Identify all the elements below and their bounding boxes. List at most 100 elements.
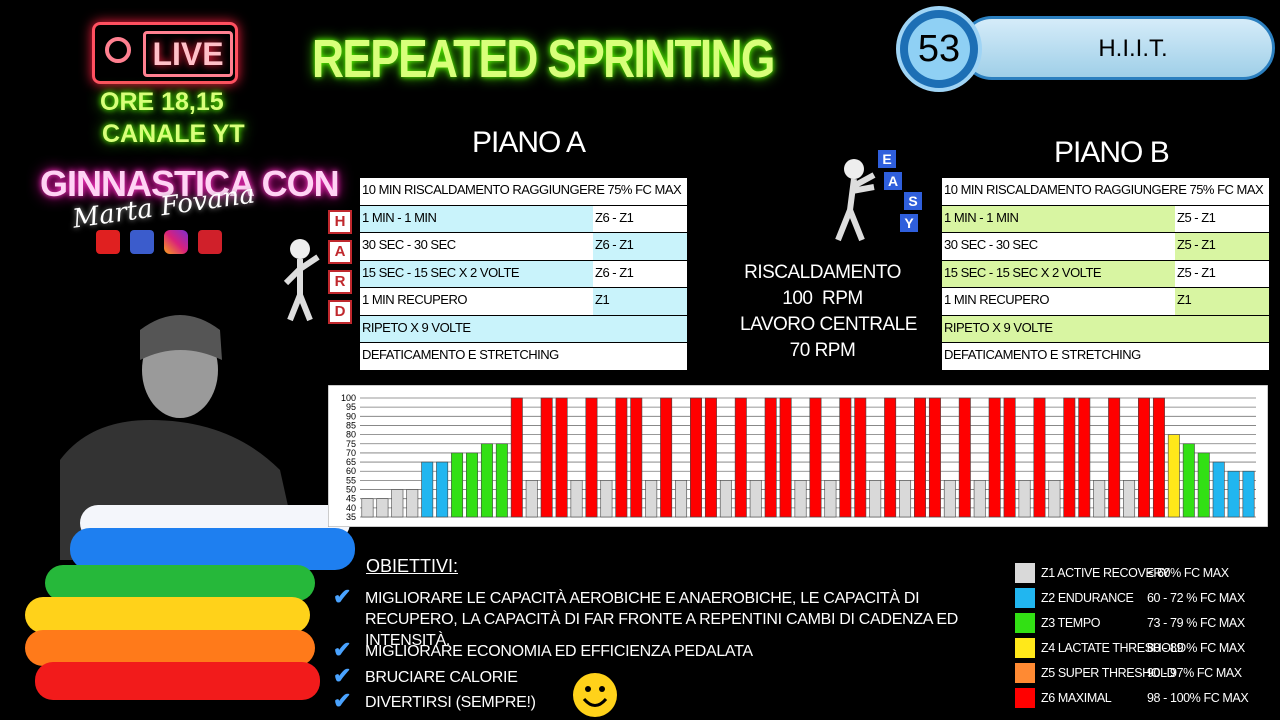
check-icon: ✔ [333,663,352,688]
bar [734,397,747,518]
youtube-icon[interactable] [96,230,120,254]
plan-row: 1 MIN - 1 MIN Z5 - Z1 [942,205,1269,233]
instagram-icon[interactable] [164,230,188,254]
cadence-line: RISCALDAMENTO [744,262,901,283]
y-tick-label: 45 [346,494,356,504]
plan-cell: RIPETO X 9 VOLTE [360,315,687,342]
legend-zone: Z5 SUPER THRESHOLD [1041,666,1176,680]
y-tick-label: 55 [346,475,356,485]
pillow [45,565,315,601]
plan-table: 10 MIN RISCALDAMENTO RAGGIUNGERE 75% FC … [360,178,687,371]
plan-cell: DEFATICAMENTO E STRETCHING [362,347,559,362]
plan-zone: Z5 - Z1 [1175,233,1269,260]
plan-cell: 15 SEC - 15 SEC X 2 VOLTE [942,260,1175,287]
legend-range: 98 - 100% FC MAX [1147,691,1249,705]
bar [436,461,449,518]
plan-cell: DEFATICAMENTO E STRETCHING [944,347,1141,362]
bar [376,498,389,518]
bar [570,480,583,518]
legend-range: < 60% FC MAX [1147,566,1229,580]
plan-row: 30 SEC - 30 SEC Z6 - Z1 [360,233,687,261]
legend-item: Z6 MAXIMAL 98 - 100% FC MAX [1015,688,1275,708]
legend-range: 80 - 89 % FC MAX [1147,641,1245,655]
episode-badge: 53 [896,6,982,92]
y-tick-label: 65 [346,457,356,467]
hair [140,315,222,360]
bar [1063,397,1076,518]
plan-title: PIANO A [472,126,586,159]
bar [1078,397,1091,518]
legend-swatch [1015,613,1035,633]
bar [973,480,986,518]
y-tick-label: 90 [346,411,356,421]
bar [600,480,613,518]
legend-zone: Z4 LACTATE THRESHOLD [1041,641,1186,655]
plan-cell: 1 MIN RECUPERO [944,292,1049,307]
goal-item: MIGLIORARE LE CAPACITÀ AEROBICHE E ANAER… [365,590,959,649]
plan-cell: RIPETO X 9 VOLTE [942,315,1269,342]
plan-cell: 30 SEC - 30 SEC [944,237,1038,252]
check-icon: ✔ [333,688,352,713]
bar [1003,397,1016,518]
plan-row: DEFATICAMENTO E STRETCHING [360,343,687,371]
bar [928,397,941,518]
y-tick-label: 80 [346,430,356,440]
plan-cell: 30 SEC - 30 SEC [362,237,456,252]
bar [1048,480,1061,518]
plan-table: 10 MIN RISCALDAMENTO RAGGIUNGERE 75% FC … [942,178,1269,371]
plan-row: 15 SEC - 15 SEC X 2 VOLTE Z6 - Z1 [360,260,687,288]
bar [690,397,702,518]
legend-swatch [1015,588,1035,608]
bar [645,480,658,518]
bar [630,397,643,518]
plan-row: 15 SEC - 15 SEC X 2 VOLTE Z5 - Z1 [942,260,1269,288]
cadence-line: LAVORO CENTRALE [740,314,917,335]
bar [540,397,553,518]
bar [764,397,777,518]
check-icon: ✔ [333,637,352,662]
legend-item: Z5 SUPER THRESHOLD 90 - 97% FC MAX [1015,663,1275,683]
tag: H.I.I.T. [1098,35,1168,62]
legend-range: 90 - 97% FC MAX [1147,666,1242,680]
easy-block: E [878,150,896,168]
plan-row: DEFATICAMENTO E STRETCHING [942,343,1269,371]
bar [899,480,912,518]
bar [1242,470,1255,518]
bar [943,480,956,518]
legend-item: Z1 ACTIVE RECOVERY < 60% FC MAX [1015,563,1275,583]
bar [1227,470,1240,518]
bar [1212,461,1225,518]
plan-zone: Z6 - Z1 [595,209,634,225]
bar [958,397,971,518]
goals-title: OBIETTIVI: [366,556,459,576]
bar [794,480,807,518]
plan-row: 1 MIN - 1 MIN Z6 - Z1 [360,205,687,233]
bar [495,443,508,518]
pillow [70,528,355,570]
plan-cell: 15 SEC - 15 SEC X 2 VOLTE [360,260,593,287]
facebook-icon[interactable] [130,230,154,254]
legend-item: Z3 TEMPO 73 - 79 % FC MAX [1015,613,1275,633]
easy-block: Y [900,214,918,232]
y-tick-label: 100 [341,393,356,403]
legend-swatch [1015,563,1035,583]
pinterest-icon[interactable] [198,230,222,254]
plan-zone: Z5 - Z1 [1177,264,1216,280]
bar [749,480,762,518]
bar [1167,434,1180,518]
plan-row: 30 SEC - 30 SEC Z5 - Z1 [942,233,1269,261]
legend-swatch [1015,638,1035,658]
bar [1018,480,1031,518]
bar [406,489,419,518]
legend-zone: Z1 ACTIVE RECOVERY [1041,566,1170,580]
bar [719,480,732,518]
plan-zone: Z1 [1175,288,1269,315]
bar [675,480,688,518]
bar [1138,397,1150,518]
y-tick-label: 50 [346,485,356,495]
legend-zone: Z3 TEMPO [1041,616,1101,630]
bar [585,397,598,518]
plan-row: 1 MIN RECUPERO Z1 [942,288,1269,316]
plan-cell: 10 MIN RISCALDAMENTO RAGGIUNGERE 75% FC … [362,182,682,197]
bar [884,397,897,518]
